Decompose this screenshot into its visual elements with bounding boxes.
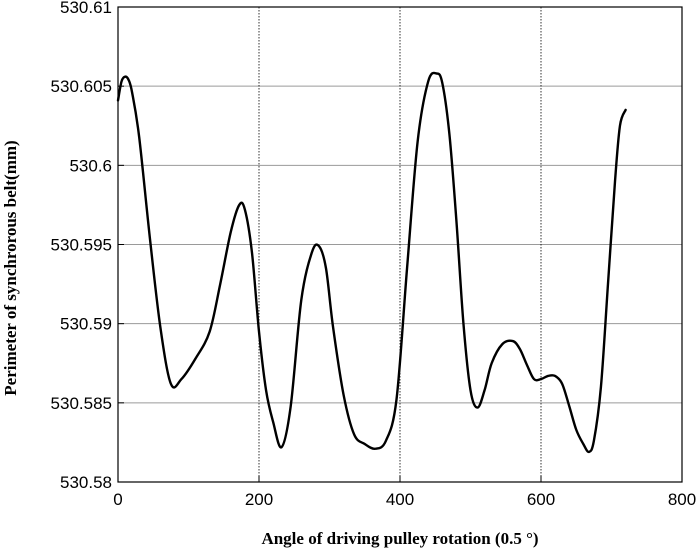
y-tick-label: 530.61 — [60, 0, 112, 17]
x-tick-label: 600 — [527, 490, 555, 509]
y-tick-labels: 530.58 530.585 530.59 530.595 530.6 530.605 53… — [51, 0, 112, 492]
x-axis-title: Angle of driving pulley rotation (0.5 °) — [261, 529, 538, 548]
series-line — [116, 71, 627, 454]
x-tick-label: 400 — [386, 490, 414, 509]
x-tick-label: 0 — [113, 490, 122, 509]
y-tick-label: 530.605 — [51, 77, 112, 96]
x-tick-labels: 0 200 400 600 800 — [113, 490, 696, 509]
y-axis-title: Perimeter of synchrorous belt(mm) — [1, 140, 20, 395]
y-tick-label: 530.58 — [60, 473, 112, 492]
y-tick-label: 530.595 — [51, 236, 112, 255]
x-tick-label: 800 — [668, 490, 696, 509]
y-tick-label: 530.585 — [51, 394, 112, 413]
series-layer — [116, 71, 627, 454]
y-tick-label: 530.59 — [60, 315, 112, 334]
y-tick-label: 530.6 — [69, 156, 112, 175]
x-tick-label: 200 — [245, 490, 273, 509]
